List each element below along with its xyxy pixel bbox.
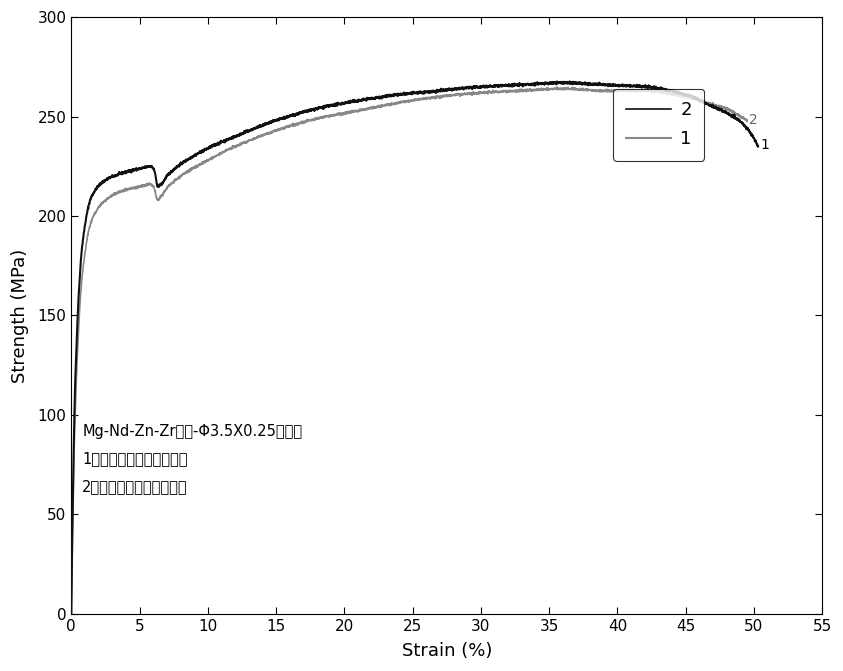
- Legend: 2, 1: 2, 1: [614, 89, 705, 161]
- 2: [729, 108, 739, 116]
- 1: [330, 101, 340, 109]
- Text: 2: 2: [749, 113, 757, 127]
- 2: [184, 166, 194, 174]
- Text: 2为挤压管材前端测试结果: 2为挤压管材前端测试结果: [83, 479, 188, 495]
- 1: [740, 122, 750, 130]
- 1: [551, 77, 561, 85]
- 2: [67, 611, 77, 619]
- 2: [143, 181, 153, 189]
- 1: [753, 142, 763, 150]
- 1: [185, 155, 196, 163]
- Text: Mg-Nd-Zn-Zr合金-Φ3.5X0.25挤压态: Mg-Nd-Zn-Zr合金-Φ3.5X0.25挤压态: [83, 423, 303, 439]
- 1: [359, 95, 369, 103]
- 1: [144, 162, 154, 170]
- Y-axis label: Strength (MPa): Strength (MPa): [11, 248, 30, 382]
- 2: [742, 117, 752, 125]
- X-axis label: Strain (%): Strain (%): [401, 642, 492, 660]
- 1: [67, 609, 77, 617]
- 2: [355, 105, 365, 113]
- Line: 1: 1: [72, 81, 758, 613]
- Text: 1为挤压管材末端测试结果: 1为挤压管材末端测试结果: [83, 452, 188, 466]
- 1: [666, 87, 676, 95]
- 2: [325, 111, 336, 119]
- Text: 1: 1: [761, 138, 770, 152]
- 2: [552, 83, 562, 91]
- Line: 2: 2: [72, 87, 747, 615]
- 2: [656, 88, 666, 96]
